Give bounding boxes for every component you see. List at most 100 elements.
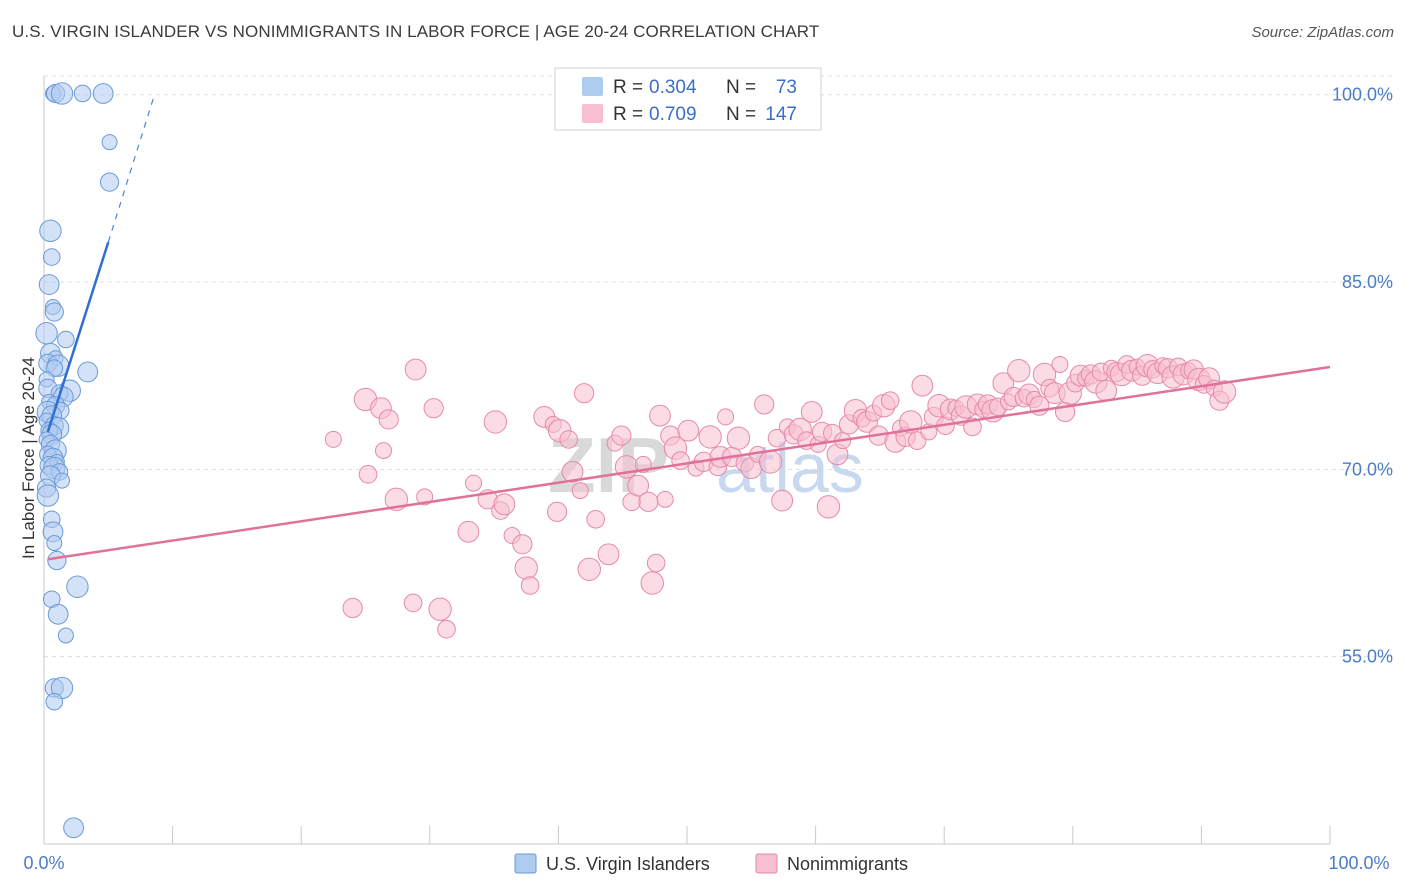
virgin-islanders-point-9 [38,274,60,295]
nonimmigrants-point-48 [671,451,690,470]
nonimmigrants-point-61 [754,394,775,415]
chart-title: U.S. VIRGIN ISLANDER VS NONIMMIGRANTS IN… [12,22,820,41]
virgin-islanders-point-47 [36,484,60,507]
stats-legend-n-value-2: 147 [765,104,797,125]
virgin-islanders-point-54 [47,603,69,625]
virgin-islanders-point-2 [50,82,74,105]
virgin-islanders-point-19 [77,361,99,383]
series-legend-swatch-blue [514,853,537,874]
nonimmigrants-point-19 [493,493,516,516]
nonimmigrants-point-13 [437,619,456,639]
stats-legend-n-label-1: N = [726,77,756,98]
nonimmigrants-point-31 [574,383,595,404]
nonimmigrants-point-43 [646,553,666,573]
nonimmigrants-point-41 [638,491,659,512]
nonimmigrants-point-34 [597,543,620,566]
stats-legend-swatch-blue [582,77,603,96]
series-us-virgin-islanders [35,82,120,839]
nonimmigrants-point-22 [514,556,538,580]
y-axis-title: In Labor Force | Age 20-24 [19,357,38,559]
nonimmigrants-point-52 [698,425,722,449]
nonimmigrants-point-49 [677,419,700,442]
y-tick-label-70: 70.0% [1342,459,1393,479]
nonimmigrants-point-30 [571,482,589,500]
trend-line-virgin-islanders [46,241,110,433]
virgin-islanders-point-51 [47,550,67,571]
nonimmigrants-point-115 [1051,355,1069,373]
virgin-islanders-point-50 [46,535,63,552]
nonimmigrants-point-69 [800,401,823,423]
stats-legend-n-label-2: N = [726,104,756,125]
trend-line-nonimmigrants [47,365,1331,561]
nonimmigrants-point-23 [520,576,540,595]
series-legend-swatch-pink [755,853,778,874]
nonimmigrants-point-44 [649,404,671,427]
virgin-islanders-point-5 [101,134,118,151]
nonimmigrants-point-17 [483,410,508,434]
virgin-islanders-point-13 [57,330,75,349]
nonimmigrants-point-107 [1007,359,1031,383]
virgin-islanders-point-12 [35,322,58,345]
trend-line-virgin-islanders-extension [107,98,154,243]
nonimmigrants-point-42 [640,571,664,595]
series-nonimmigrants [324,354,1237,639]
y-tick-labels: 55.0% 70.0% 85.0% 100.0% [1332,85,1393,667]
nonimmigrants-point-10 [416,488,434,506]
nonimmigrants-point-32 [577,557,601,581]
virgin-islanders-point-6 [99,172,120,192]
nonimmigrants-point-9 [404,358,427,381]
y-tick-label-85: 85.0% [1342,272,1393,292]
stats-legend: R = 0.304 N = 73 R = 0.709 N = 147 [554,67,822,131]
nonimmigrants-point-8 [403,593,423,613]
nonimmigrants-point-45 [656,490,674,508]
nonimmigrants-point-62 [758,450,783,474]
nonimmigrants-point-1 [342,597,363,619]
nonimmigrants-point-36 [611,425,632,446]
x-tick-label-min: 0.0% [23,853,64,873]
nonimmigrants-point-3 [358,465,378,484]
nonimmigrants-point-29 [561,460,584,483]
nonimmigrants-point-11 [423,398,444,419]
stats-legend-r-label-2: R = [613,104,643,125]
stats-legend-swatch-pink [582,104,603,123]
stats-legend-r-value-2: 0.709 [649,104,697,125]
nonimmigrants-point-87 [899,410,923,434]
nonimmigrants-point-28 [559,430,578,449]
nonimmigrants-point-39 [627,474,650,497]
virgin-islanders-point-52 [66,575,89,598]
y-tick-label-55: 55.0% [1342,647,1393,667]
nonimmigrants-point-147 [1212,380,1237,404]
series-legend-label-pink: Nonimmigrants [787,854,908,874]
stats-legend-r-label-1: R = [613,77,643,98]
nonimmigrants-point-83 [880,391,900,410]
stats-legend-n-value-1: 73 [776,77,797,98]
nonimmigrants-point-6 [378,409,399,430]
nonimmigrants-point-21 [512,534,533,555]
nonimmigrants-point-89 [911,374,934,397]
x-tick-label-max: 100.0% [1328,853,1389,873]
nonimmigrants-point-14 [457,520,480,543]
series-legend: U.S. Virgin Islanders Nonimmigrants [514,853,908,874]
nonimmigrants-point-15 [465,474,483,492]
series-legend-label-blue: U.S. Virgin Islanders [546,854,710,874]
virgin-islanders-point-7 [39,219,62,243]
nonimmigrants-point-64 [771,489,794,512]
virgin-islanders-point-11 [44,302,64,322]
nonimmigrants-point-57 [726,426,751,450]
nonimmigrants-point-5 [375,442,393,460]
stats-legend-r-value-1: 0.304 [649,77,697,98]
nonimmigrants-point-55 [717,408,735,426]
nonimmigrants-point-26 [547,501,568,522]
virgin-islanders-point-45 [54,472,71,489]
virgin-islanders-point-4 [92,83,114,104]
virgin-islanders-point-59 [63,817,84,839]
trend-lines [46,98,1331,561]
nonimmigrants-point-124 [1095,379,1118,402]
y-tick-label-100: 100.0% [1332,85,1393,105]
virgin-islanders-point-55 [57,627,74,644]
virgin-islanders-point-8 [42,248,61,266]
virgin-islanders-point-3 [73,84,92,103]
nonimmigrants-point-12 [428,597,452,621]
virgin-islanders-point-58 [45,692,64,711]
